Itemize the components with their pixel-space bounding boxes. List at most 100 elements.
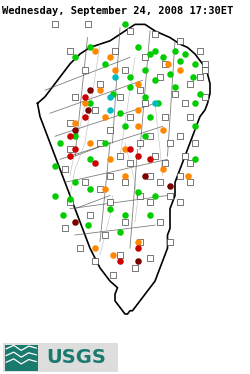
Point xyxy=(53,163,57,169)
Point xyxy=(198,48,202,54)
Point xyxy=(68,147,72,153)
Point xyxy=(60,212,64,218)
Point xyxy=(143,173,147,179)
Point xyxy=(118,153,122,159)
Point xyxy=(108,206,112,212)
Point xyxy=(188,160,192,166)
Point xyxy=(128,74,132,80)
Point xyxy=(198,91,202,96)
Point xyxy=(118,252,122,258)
Point xyxy=(153,77,157,83)
Point xyxy=(203,67,207,73)
Point xyxy=(73,94,77,100)
Point xyxy=(108,94,112,100)
Point xyxy=(110,272,114,278)
Point xyxy=(138,87,142,93)
Point xyxy=(136,81,140,87)
Point xyxy=(160,127,164,133)
Point xyxy=(133,265,137,271)
Point xyxy=(193,156,197,162)
Point xyxy=(153,31,157,37)
Point xyxy=(123,21,127,27)
Point xyxy=(93,258,97,264)
Point xyxy=(203,94,207,100)
Point xyxy=(108,199,112,205)
Point xyxy=(193,123,197,129)
Point xyxy=(136,107,140,113)
Point xyxy=(83,114,87,120)
Point xyxy=(153,100,157,106)
Point xyxy=(163,61,167,67)
Point xyxy=(190,74,194,80)
Point xyxy=(88,100,92,106)
Point xyxy=(68,153,72,159)
Point xyxy=(148,156,152,162)
Point xyxy=(148,133,152,139)
Point xyxy=(136,153,140,159)
Point xyxy=(158,180,162,186)
Point xyxy=(88,186,92,192)
Point xyxy=(103,232,107,238)
Point xyxy=(103,61,107,67)
Point xyxy=(93,48,97,54)
Point xyxy=(128,28,132,34)
Point xyxy=(136,45,140,50)
Point xyxy=(123,147,127,153)
Point xyxy=(113,67,117,73)
Point xyxy=(118,110,122,116)
Point xyxy=(93,245,97,251)
Point xyxy=(203,61,207,67)
Point xyxy=(88,212,92,218)
Point xyxy=(148,173,152,179)
Point xyxy=(143,67,147,73)
Point xyxy=(53,21,57,27)
Point xyxy=(143,94,147,100)
Point xyxy=(148,212,152,218)
Point xyxy=(73,133,77,139)
Point xyxy=(178,38,182,44)
Point xyxy=(103,140,107,146)
Point xyxy=(73,147,77,153)
Point xyxy=(88,87,92,93)
Point xyxy=(198,74,202,80)
Point xyxy=(183,51,187,57)
Point xyxy=(188,180,192,186)
Point xyxy=(123,212,127,218)
Point xyxy=(193,140,197,146)
Point xyxy=(53,193,57,199)
Point xyxy=(98,81,102,87)
Point xyxy=(103,114,107,120)
Point xyxy=(98,140,102,146)
Point xyxy=(188,114,192,120)
Point xyxy=(88,140,92,146)
Point xyxy=(158,219,162,225)
Point xyxy=(160,54,164,60)
Point xyxy=(138,140,142,146)
Point xyxy=(178,58,182,64)
Point xyxy=(136,123,140,129)
Point xyxy=(93,160,97,166)
Point xyxy=(148,199,152,205)
Point xyxy=(143,54,147,60)
Point xyxy=(118,258,122,264)
Point xyxy=(98,186,102,192)
Point xyxy=(58,140,62,146)
Point xyxy=(128,84,132,90)
Text: Wednesday, September 24, 2008 17:30ET: Wednesday, September 24, 2008 17:30ET xyxy=(2,6,234,16)
Point xyxy=(73,120,77,126)
Point xyxy=(63,166,67,172)
Point xyxy=(110,252,114,258)
Point xyxy=(110,91,114,96)
Point xyxy=(123,173,127,179)
Point xyxy=(113,48,117,54)
Point xyxy=(168,239,172,245)
Point xyxy=(123,180,127,186)
Point xyxy=(193,61,197,67)
Point xyxy=(153,48,157,54)
Point xyxy=(83,180,87,186)
Point xyxy=(148,51,152,57)
Bar xyxy=(5,345,38,371)
Point xyxy=(73,54,77,60)
Point xyxy=(83,67,87,73)
Point xyxy=(138,193,142,199)
